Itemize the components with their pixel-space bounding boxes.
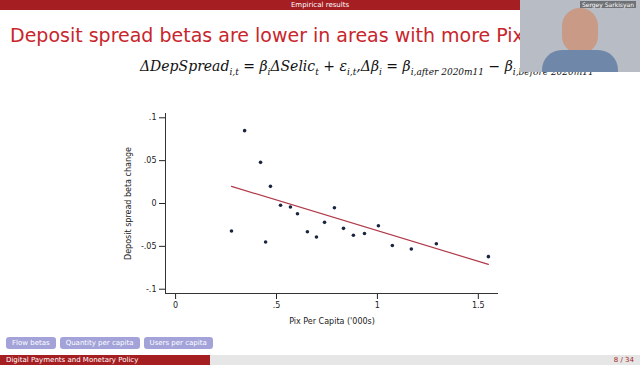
html-text:Empirical results: Empirical results [290, 1, 350, 9]
svg-text:0: 0 [173, 301, 178, 310]
html-text:Sergey Sarkisyan: Sergey Sarkisyan [581, 1, 634, 8]
html-text:ΔDepSpreadi,t= βiΔSelict+ εi,t: ΔDepSpreadi,t= βiΔSelict+ εi,t, Δβi= βi,… [140, 58, 594, 77]
svg-text:.5: .5 [273, 301, 281, 310]
html-text:Quantity per capita: Quantity per capita [65, 339, 134, 347]
html-text:Deposit spread betas are lower: Deposit spread betas are lower in areas … [10, 24, 588, 46]
svg-text:.1: .1 [149, 113, 157, 122]
svg-text:-.05: -.05 [141, 242, 157, 251]
svg-text:1.5: 1.5 [472, 301, 485, 310]
html-text:Digital Payments and Monetary: Digital Payments and Monetary Policy [6, 356, 139, 364]
svg-text:.05: .05 [144, 156, 157, 165]
html-text:Flow betas: Flow betas [12, 339, 50, 347]
html-text:8 / 34: 8 / 34 [613, 356, 634, 364]
svg-text:1: 1 [375, 301, 380, 310]
svg-text:-.1: -.1 [146, 285, 157, 294]
html-text:Users per capita: Users per capita [149, 339, 207, 347]
svg-text:0: 0 [151, 199, 156, 208]
svg-text:Deposit spread beta change: Deposit spread beta change [124, 147, 133, 260]
svg-text:Pix Per Capita ('000s): Pix Per Capita ('000s) [289, 317, 375, 326]
